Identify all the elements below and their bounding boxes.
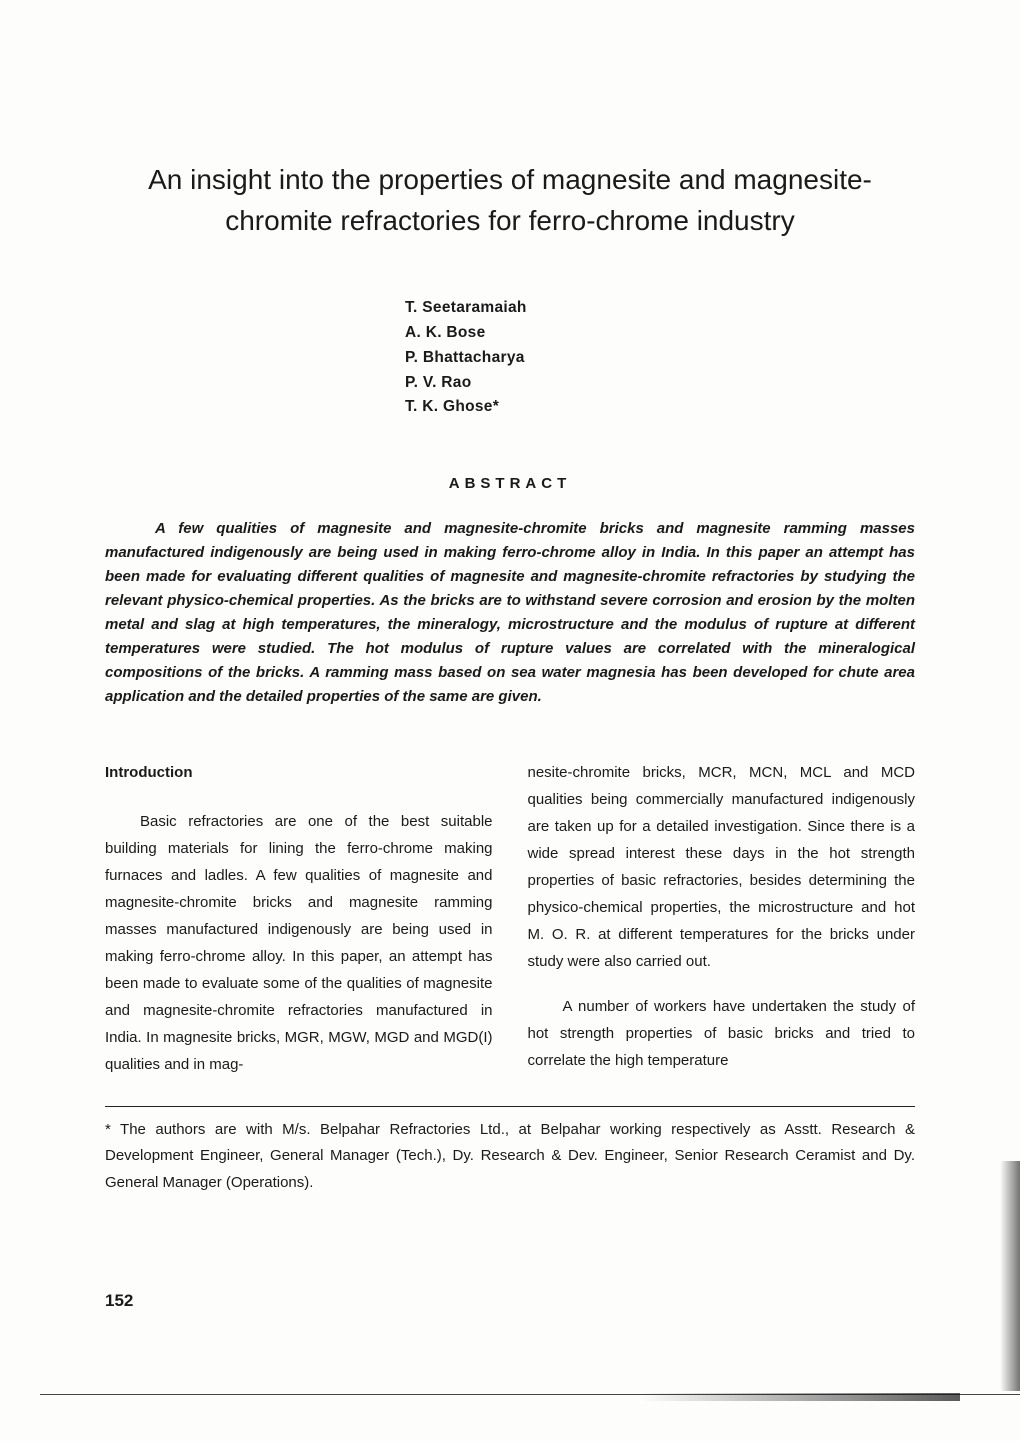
scan-shadow-artifact	[1000, 1161, 1020, 1391]
two-column-body: Introduction Basic refractories are one …	[105, 759, 915, 1107]
author-name: T. Seetaramaiah	[405, 296, 915, 321]
author-affiliation-footnote: * The authors are with M/s. Belpahar Ref…	[105, 1117, 915, 1196]
body-paragraph: A number of workers have undertaken the …	[528, 993, 916, 1074]
section-heading-introduction: Introduction	[105, 759, 493, 786]
abstract-body: A few qualities of magnesite and magnesi…	[105, 517, 915, 709]
right-column: nesite-chromite bricks, MCR, MCN, MCL an…	[528, 759, 916, 1096]
author-name: T. K. Ghose*	[405, 395, 915, 420]
body-paragraph: Basic refractories are one of the best s…	[105, 808, 493, 1078]
scan-mark-artifact	[640, 1393, 960, 1401]
abstract-heading: ABSTRACT	[105, 475, 915, 492]
author-name: P. V. Rao	[405, 371, 915, 396]
paper-title: An insight into the properties of magnes…	[105, 160, 915, 241]
author-name: A. K. Bose	[405, 321, 915, 346]
author-list: T. Seetaramaiah A. K. Bose P. Bhattachar…	[405, 296, 915, 420]
page-container: An insight into the properties of magnes…	[0, 0, 1020, 1441]
page-number: 152	[105, 1291, 133, 1311]
left-column: Introduction Basic refractories are one …	[105, 759, 493, 1096]
author-name: P. Bhattacharya	[405, 346, 915, 371]
body-paragraph: nesite-chromite bricks, MCR, MCN, MCL an…	[528, 759, 916, 975]
